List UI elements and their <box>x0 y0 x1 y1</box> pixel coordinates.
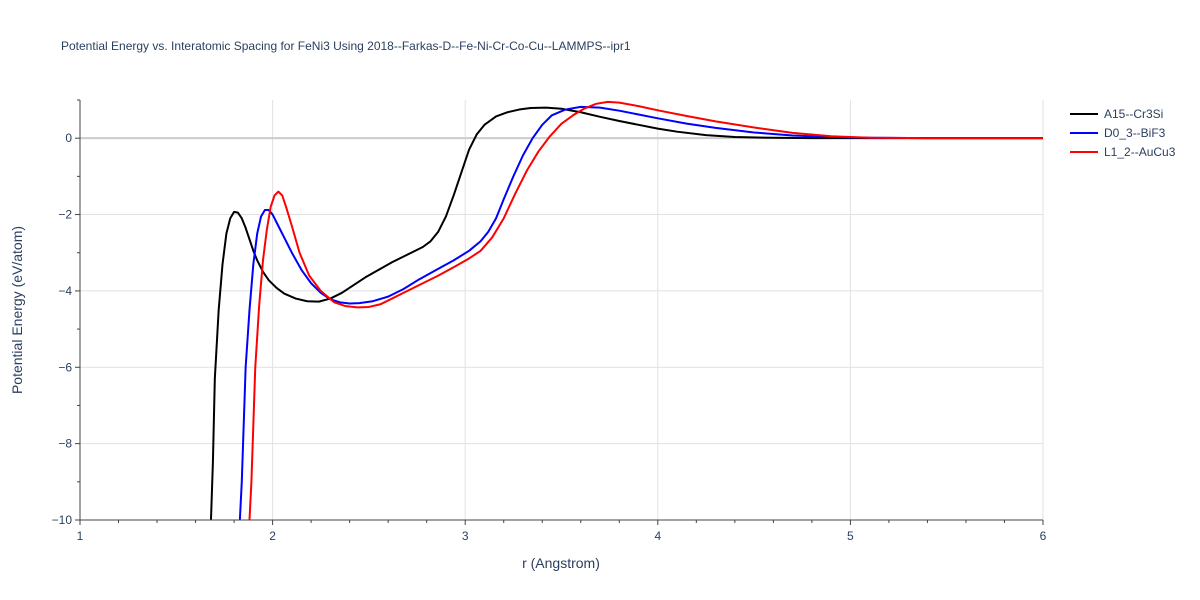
y-tick-label: −4 <box>58 284 72 298</box>
x-tick-label: 6 <box>1040 529 1047 543</box>
x-tick-label: 5 <box>847 529 854 543</box>
y-tick-label: −8 <box>58 437 72 451</box>
series-line-1 <box>238 105 1043 520</box>
legend[interactable]: A15--Cr3Si D0_3--BiF3 L1_2--AuCu3 <box>1070 107 1176 159</box>
axes <box>79 100 1043 521</box>
y-axis-title: Potential Energy (eV/atom) <box>9 226 25 394</box>
legend-item-1[interactable]: D0_3--BiF3 <box>1070 126 1166 140</box>
grid-lines <box>80 100 1044 520</box>
legend-item-0[interactable]: A15--Cr3Si <box>1070 107 1163 121</box>
legend-label: D0_3--BiF3 <box>1104 126 1166 140</box>
series-line-0 <box>209 106 1043 520</box>
x-tick-label: 3 <box>462 529 469 543</box>
legend-label: A15--Cr3Si <box>1104 107 1163 121</box>
x-axis-title: r (Angstrom) <box>522 555 600 571</box>
y-axis-ticks: −10 −8 −6 −4 −2 0 <box>52 99 80 527</box>
chart-title: Potential Energy vs. Interatomic Spacing… <box>61 39 631 53</box>
plot-area <box>209 100 1043 520</box>
y-tick-label: −6 <box>58 360 72 374</box>
legend-item-2[interactable]: L1_2--AuCu3 <box>1070 145 1176 159</box>
y-tick-label: 0 <box>65 131 72 145</box>
x-tick-label: 4 <box>654 529 661 543</box>
x-tick-label: 2 <box>269 529 276 543</box>
legend-label: L1_2--AuCu3 <box>1104 145 1176 159</box>
x-axis-ticks: 1 2 3 4 5 6 <box>77 520 1047 543</box>
x-tick-label: 1 <box>77 529 84 543</box>
y-tick-label: −2 <box>58 208 72 222</box>
y-tick-label: −10 <box>52 513 73 527</box>
series-line-2 <box>248 100 1043 520</box>
